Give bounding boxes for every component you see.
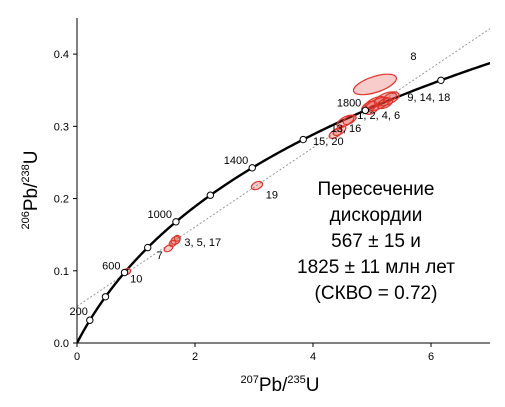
ellipse-20 xyxy=(332,125,347,137)
axes: 0 2 4 6 0.0 0.1 0.2 0.3 0.4 xyxy=(54,18,490,363)
y-axis-title-sup2: 238 xyxy=(20,164,32,182)
ellipse-7 xyxy=(163,244,174,253)
ellipse-19 xyxy=(250,180,264,191)
info-line-4: 1825 ± 11 млн лет xyxy=(297,257,455,278)
info-line-5: (СКВО = 0.72) xyxy=(315,283,438,304)
age-label-1000: 1000 xyxy=(147,209,171,221)
plot-inner xyxy=(77,28,490,343)
age-marker-1800 xyxy=(361,106,370,115)
x-tick-label-6: 6 xyxy=(428,351,434,363)
info-line-3: 567 ± 15 и xyxy=(331,231,421,252)
ellipse-13 xyxy=(336,114,355,128)
x-axis-title: 207Pb/235U xyxy=(241,374,320,396)
y-tick-label-0.2: 0.2 xyxy=(54,194,69,206)
age-marker-2000 xyxy=(437,76,445,84)
y-axis-title-end: U xyxy=(21,151,42,165)
x-tick-label-0: 0 xyxy=(74,351,80,363)
ellipse-15 xyxy=(328,128,343,139)
ellipse-annotation-4: 13, 16 xyxy=(331,123,362,135)
age-marker-1000 xyxy=(172,218,180,226)
ellipse-annotation-8: 7 xyxy=(157,250,163,262)
ellipse-17 xyxy=(173,234,181,242)
age-label-600: 600 xyxy=(102,261,120,273)
y-axis-title: 206Pb/238U xyxy=(20,151,42,230)
y-tick-label-0: 0.0 xyxy=(54,338,69,350)
ellipse-annotation-3: 1, 2, 4, 6 xyxy=(357,110,400,122)
x-tick-label-2: 2 xyxy=(192,351,198,363)
age-label-1400: 1400 xyxy=(224,155,248,167)
age-marker-1600 xyxy=(299,135,307,144)
ellipse-18 xyxy=(382,92,397,103)
y-axis-title-sup1: 206 xyxy=(20,211,32,229)
age-marker-600 xyxy=(120,268,129,277)
age-label-1800: 1800 xyxy=(337,97,361,109)
age-marker-400 xyxy=(101,293,110,301)
age-marker-1200 xyxy=(206,191,215,199)
concordia-curve xyxy=(77,61,490,343)
discordia-line xyxy=(77,28,490,307)
info-line-2: дискордии xyxy=(330,205,423,226)
ellipse-annotation-1: 8 xyxy=(410,51,416,63)
ellipse-9 xyxy=(373,91,400,107)
y-tick-label-0.1: 0.1 xyxy=(54,266,69,278)
ellipse-16 xyxy=(342,114,357,126)
ellipse-annotation-2: 9, 14, 18 xyxy=(407,92,450,104)
y-tick-label-0.4: 0.4 xyxy=(54,49,69,61)
x-axis-title-end: U xyxy=(306,375,320,396)
ellipse-annotation-7: 3, 5, 17 xyxy=(184,237,221,249)
ellipse-8 xyxy=(352,73,398,96)
info-line-1: Пересечение xyxy=(318,179,435,200)
ellipse-annotation-6: 19 xyxy=(266,190,278,202)
ellipse-annotation-9: 10 xyxy=(130,273,142,285)
x-axis-title-main: Pb/ xyxy=(259,375,288,396)
ellipse-annotation-5: 15, 20 xyxy=(313,136,344,148)
age-marker-1400 xyxy=(248,164,256,172)
x-tick-label-4: 4 xyxy=(310,351,316,363)
x-axis-title-sup1: 207 xyxy=(241,374,259,386)
x-axis-title-sup2: 235 xyxy=(287,374,305,386)
y-tick-label-0.3: 0.3 xyxy=(54,121,69,133)
age-marker-800 xyxy=(144,243,152,252)
plot-area: 200 600 1000 1400 1800 8 9, 14, 18 1, 2, 4, 613… xyxy=(69,28,490,343)
age-label-200: 200 xyxy=(69,306,87,318)
y-axis-title-main: Pb/ xyxy=(21,182,42,211)
age-marker-200 xyxy=(86,316,94,324)
